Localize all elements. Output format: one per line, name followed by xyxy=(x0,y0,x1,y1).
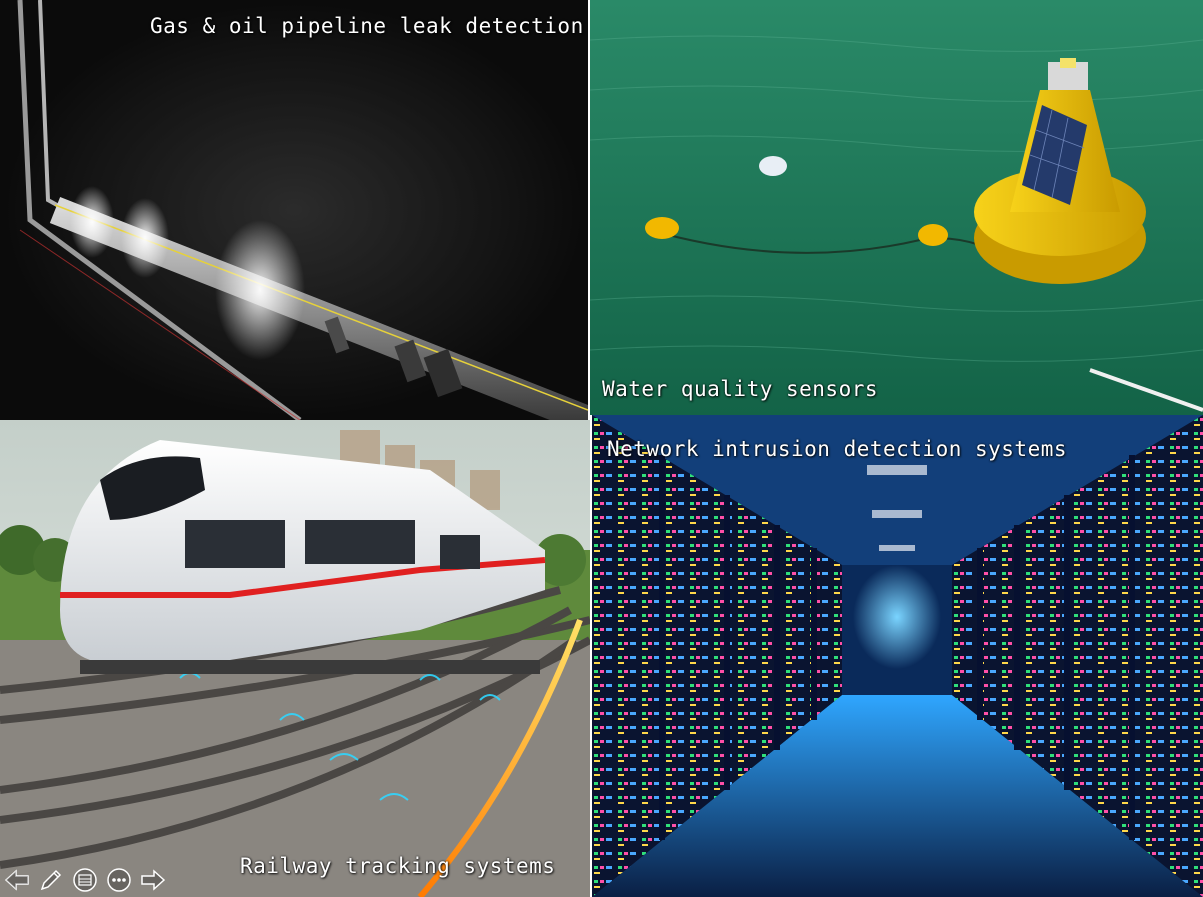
slides-icon xyxy=(73,868,97,892)
water-caption: Water quality sensors xyxy=(602,377,879,401)
water-image xyxy=(590,0,1203,415)
next-slide-button[interactable] xyxy=(138,865,168,895)
arrow-right-icon xyxy=(141,869,166,891)
network-image-panel: Network intrusion detection systems xyxy=(592,415,1203,897)
network-caption: Network intrusion detection systems xyxy=(607,437,1068,461)
rail-image xyxy=(0,420,590,897)
pipeline-image-panel: Gas & oil pipeline leak detection xyxy=(0,0,588,420)
more-icon xyxy=(107,868,131,892)
rail-image-panel: Railway tracking systems xyxy=(0,420,590,897)
slide-controls xyxy=(2,864,168,896)
water-image-panel: Water quality sensors xyxy=(590,0,1203,415)
network-image xyxy=(592,415,1203,897)
pipeline-caption: Gas & oil pipeline leak detection xyxy=(150,14,584,38)
rail-caption: Railway tracking systems xyxy=(240,854,556,878)
pen-icon xyxy=(40,869,62,891)
arrow-left-icon xyxy=(4,869,29,891)
slides-overview-button[interactable] xyxy=(70,865,100,895)
previous-slide-button[interactable] xyxy=(2,865,32,895)
pen-tool-button[interactable] xyxy=(36,865,66,895)
more-options-button[interactable] xyxy=(104,865,134,895)
pipeline-image xyxy=(0,0,588,420)
